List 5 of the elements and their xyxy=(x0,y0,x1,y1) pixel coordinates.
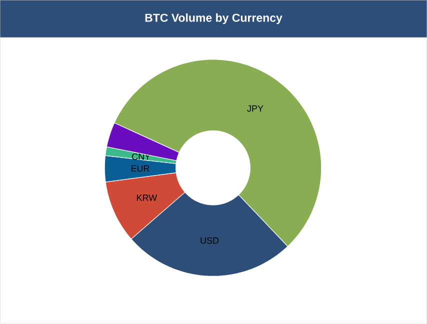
slice-label: KRW xyxy=(136,194,158,202)
slice-label: JPY xyxy=(247,106,264,112)
chart-title: BTC Volume by Currency xyxy=(145,14,282,24)
slice-label: EUR xyxy=(131,166,150,172)
slice-label: USD xyxy=(200,238,219,244)
